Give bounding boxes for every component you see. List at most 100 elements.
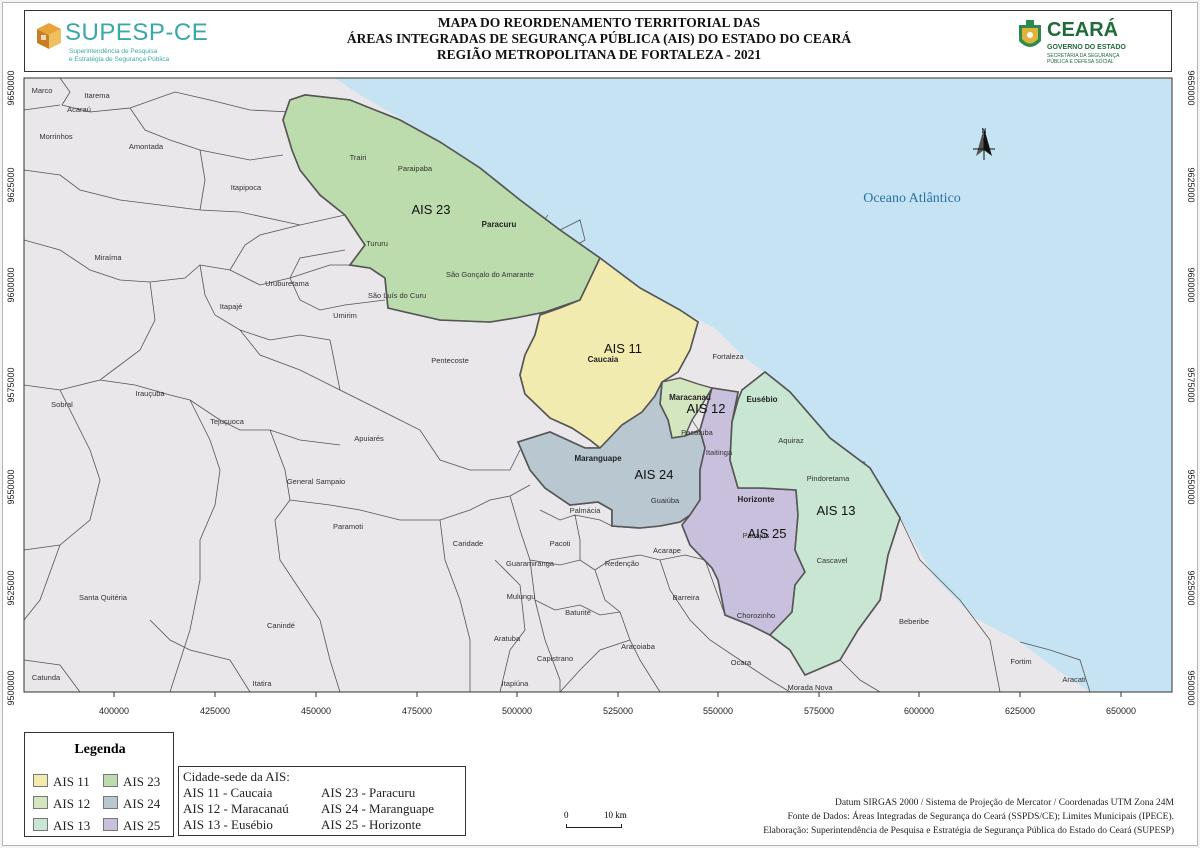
municipality-label: Santa Quitéria (79, 593, 128, 602)
ceara-name: CEARÁ (1047, 19, 1119, 41)
city-item: AIS 24 - Maranguape (321, 801, 434, 816)
ais-label: AIS 11 (604, 341, 642, 356)
municipality-label: Canindé (267, 621, 295, 630)
map-border (23, 77, 1173, 693)
municipality-label: Pacatuba (681, 428, 714, 437)
municipality-label: Ocara (731, 658, 752, 667)
ais-label: AIS 24 (634, 467, 673, 482)
ceara-crest-icon (1019, 20, 1041, 47)
legend-swatch (103, 818, 118, 831)
supesp-name: SUPESP-CE (65, 19, 209, 46)
city-item: AIS 23 - Paracuru (321, 785, 416, 800)
city-item: AIS 11 - Caucaia (183, 785, 273, 800)
municipality-label: Itatira (253, 679, 273, 688)
y-tick-label: 9550000 (6, 469, 16, 504)
y-tick-label: 9575000 (6, 367, 16, 402)
municipality-label: Fortaleza (712, 352, 744, 361)
x-tick-label: 525000 (603, 706, 633, 716)
y-tick-label: 9525000 (1186, 570, 1196, 605)
municipality-label: Pentecoste (431, 356, 469, 365)
credit-source: Fonte de Dados: Áreas Integradas de Segu… (787, 812, 1174, 822)
municipality-label: Aracati (1062, 675, 1086, 684)
municipality-label: Morrinhos (39, 132, 73, 141)
municipality-label: Tejuçuoca (210, 417, 245, 426)
municipality-boundaries (24, 78, 1091, 692)
municipality-label: General Sampaio (287, 477, 345, 486)
map-title: MAPA DO REORDENAMENTO TERRITORIAL DAS ÁR… (265, 15, 933, 63)
x-tick-label: 575000 (804, 706, 834, 716)
legend-swatch (33, 774, 48, 787)
municipality-label: Sobral (51, 400, 73, 409)
ceara-government-logo: CEARÁ GOVERNO DO ESTADO SECRETARIA DA SE… (1017, 17, 1147, 67)
municipality-label: Miraíma (94, 253, 122, 262)
ais-label: AIS 25 (747, 526, 786, 541)
legend-swatch (33, 818, 48, 831)
municipality-label: Aratuba (494, 634, 521, 643)
seat-municipality-label: Maracanaú (669, 393, 711, 402)
ais-label: AIS 12 (686, 401, 725, 416)
municipality-label: Beberibe (899, 617, 929, 626)
municipality-label: Catunda (32, 673, 61, 682)
municipality-label: Marco (32, 86, 53, 95)
y-axis-ticks: 9650000 9650000 9625000 9625000 9600000 96000… (6, 70, 1196, 705)
y-tick-label: 9500000 (1186, 670, 1196, 705)
legend-swatch (103, 796, 118, 809)
header: SUPESP-CE Superintendência de Pesquisa e… (24, 10, 1172, 72)
credit-datum: Datum SIRGAS 2000 / Sistema de Projeção … (834, 798, 1174, 808)
municipality-label: Palmácia (570, 506, 602, 515)
municipality-label: Trairi (350, 153, 367, 162)
scale-bar-line (566, 824, 622, 828)
city-item: AIS 13 - Eusébio (183, 817, 273, 832)
supesp-logo: SUPESP-CE Superintendência de Pesquisa e… (35, 17, 225, 65)
municipality-label: Itapiúna (502, 679, 530, 688)
seat-municipality-label: Caucaia (588, 355, 619, 364)
ais-labels: AIS 23 AIS 11 AIS 12 AIS 24 AIS 13 AIS 25 (411, 202, 855, 541)
y-tick-label: 9550000 (1186, 469, 1196, 504)
north-label: N (981, 128, 986, 135)
ceara-subtitle: GOVERNO DO ESTADO (1047, 44, 1126, 51)
municipality-label: Mulungu (507, 592, 536, 601)
municipality-label: Chorozinho (737, 611, 775, 620)
ais-label: AIS 13 (816, 503, 855, 518)
municipality-label: Itarema (84, 91, 110, 100)
y-tick-label: 9650000 (6, 70, 16, 105)
municipality-label: São Luís do Curu (368, 291, 426, 300)
municipality-label: Itapajé (220, 302, 243, 311)
legend-swatch (33, 796, 48, 809)
credits: Datum SIRGAS 2000 / Sistema de Projeção … (640, 796, 1174, 838)
supesp-subtitle: Superintendência de Pesquisa e Estratégi… (69, 48, 170, 63)
municipality-label: Guaramiranga (506, 559, 555, 568)
x-tick-label: 450000 (301, 706, 331, 716)
municipality-label: Tururu (366, 239, 388, 248)
cities-title: Cidade-sede da AIS: (183, 769, 290, 784)
x-tick-label: 625000 (1005, 706, 1035, 716)
legend-item-ais-11: AIS 11 (33, 774, 90, 790)
legend-title: Legenda (74, 742, 126, 757)
municipality-label: Redenção (605, 559, 639, 568)
y-tick-label: 9625000 (6, 167, 16, 202)
seat-municipality-label: Maranguape (574, 454, 622, 463)
seat-municipality-label: Eusébio (746, 395, 777, 404)
x-tick-label: 425000 (200, 706, 230, 716)
x-tick-label: 475000 (402, 706, 432, 716)
seat-municipality-label: Horizonte (738, 495, 775, 504)
legend-item-ais-25: AIS 25 (103, 818, 160, 834)
ocean-label: Oceano Atlântico (863, 191, 961, 206)
municipality-label: Guaiúba (651, 496, 680, 505)
seat-municipality-label: Paracuru (482, 220, 517, 229)
municipality-label: Itaitinga (706, 448, 733, 457)
municipality-label: Baturité (565, 608, 591, 617)
y-tick-label: 9575000 (1186, 367, 1196, 402)
municipality-label: Pindoretama (807, 474, 850, 483)
municipality-label: Fortim (1010, 657, 1031, 666)
municipality-label: Aracoiaba (621, 642, 656, 651)
municipality-label: São Gonçalo do Amarante (446, 270, 534, 279)
municipality-label: Morada Nova (787, 683, 833, 692)
municipality-label: Caridade (453, 539, 483, 548)
x-axis-ticks: 400000 425000 450000 475000 500000 525000 5500… (99, 692, 1136, 716)
municipality-label: Capistrano (537, 654, 573, 663)
y-tick-label: 9500000 (6, 670, 16, 705)
ais-label: AIS 23 (411, 202, 450, 217)
municipality-label: Barreira (673, 593, 701, 602)
